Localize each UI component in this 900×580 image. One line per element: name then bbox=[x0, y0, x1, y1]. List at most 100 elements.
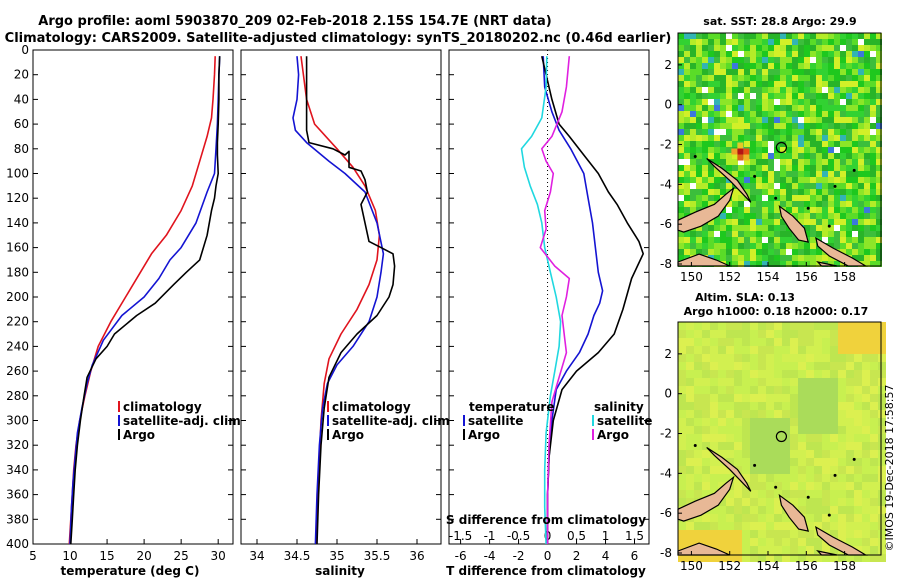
sst-cell bbox=[738, 81, 744, 87]
sla-cell bbox=[734, 442, 742, 450]
series-line-satellite-adj-clim- bbox=[292, 56, 385, 545]
sla-cell bbox=[742, 522, 750, 530]
sst-cell bbox=[822, 213, 828, 219]
sst-cell bbox=[702, 147, 708, 153]
sst-cell bbox=[798, 153, 804, 159]
sla-cell bbox=[846, 554, 854, 562]
sst-cell bbox=[702, 111, 708, 117]
sst-cell bbox=[810, 39, 816, 45]
sst-cell bbox=[864, 105, 870, 111]
sla-cell bbox=[750, 530, 758, 538]
sst-cell bbox=[846, 69, 852, 75]
sst-cell bbox=[702, 99, 708, 105]
sst-cell bbox=[846, 153, 852, 159]
sla-cell bbox=[678, 466, 686, 474]
sla-cell bbox=[790, 346, 798, 354]
sst-cell bbox=[828, 93, 834, 99]
sst-cell bbox=[822, 189, 828, 195]
sst-cell bbox=[702, 33, 708, 39]
sst-cell bbox=[750, 171, 756, 177]
sst-cell bbox=[768, 183, 774, 189]
sst-cell bbox=[858, 129, 864, 135]
sst-cell bbox=[786, 147, 792, 153]
sla-cell bbox=[766, 402, 774, 410]
sst-cell bbox=[720, 81, 726, 87]
sst-cell bbox=[798, 129, 804, 135]
sst-cell bbox=[786, 243, 792, 249]
sst-cell bbox=[786, 171, 792, 177]
sst-cell bbox=[750, 183, 756, 189]
figure-title-line1: Argo profile: aoml 5903870_209 02-Feb-20… bbox=[38, 14, 551, 29]
sst-cell bbox=[876, 159, 882, 165]
sst-cell bbox=[732, 75, 738, 81]
sst-cell bbox=[684, 165, 690, 171]
sst-cell bbox=[768, 147, 774, 153]
sst-cell bbox=[750, 219, 756, 225]
sla-cell bbox=[774, 554, 782, 562]
sst-cell bbox=[846, 57, 852, 63]
sst-cell bbox=[846, 45, 852, 51]
sst-cell bbox=[834, 231, 840, 237]
sla-cell bbox=[878, 530, 886, 538]
sla-cell bbox=[774, 378, 782, 386]
sla-cell bbox=[742, 434, 750, 442]
sla-cell bbox=[806, 402, 814, 410]
sla-cell bbox=[854, 538, 862, 546]
sst-cell bbox=[846, 117, 852, 123]
sst-cell bbox=[870, 141, 876, 147]
sst-cell bbox=[840, 225, 846, 231]
sla-cell bbox=[766, 410, 774, 418]
sla-cell bbox=[790, 522, 798, 530]
sla-cell bbox=[790, 370, 798, 378]
sla-cell bbox=[798, 330, 806, 338]
sst-cell bbox=[744, 249, 750, 255]
sst-cell bbox=[858, 63, 864, 69]
sst-cell bbox=[696, 141, 702, 147]
sla-cell bbox=[830, 506, 838, 514]
sst-cell bbox=[870, 87, 876, 93]
sla-cell bbox=[838, 506, 846, 514]
sla-cell bbox=[774, 506, 782, 514]
sst-cell bbox=[702, 153, 708, 159]
sst-cell bbox=[798, 189, 804, 195]
sla-map-panel: Altim. SLA: 0.13 Argo h1000: 0.18 h2000:… bbox=[660, 291, 886, 573]
sst-cell bbox=[708, 225, 714, 231]
sst-cell bbox=[720, 93, 726, 99]
sst-cell bbox=[804, 189, 810, 195]
sla-cell bbox=[686, 378, 694, 386]
sst-cell bbox=[708, 93, 714, 99]
sst-cell bbox=[834, 33, 840, 39]
sla-cell bbox=[870, 394, 878, 402]
sla-cell bbox=[806, 338, 814, 346]
sst-cell bbox=[864, 33, 870, 39]
sst-cell bbox=[750, 231, 756, 237]
sst-cell bbox=[876, 231, 882, 237]
sst-cell bbox=[756, 231, 762, 237]
sst-cell bbox=[870, 99, 876, 105]
sst-cell bbox=[762, 189, 768, 195]
sst-cell bbox=[852, 99, 858, 105]
sst-cell bbox=[870, 189, 876, 195]
sla-cell bbox=[710, 458, 718, 466]
sst-cell bbox=[780, 51, 786, 57]
sst-cell bbox=[768, 213, 774, 219]
sst-cell bbox=[732, 231, 738, 237]
sst-cell bbox=[774, 207, 780, 213]
sla-cell bbox=[798, 546, 806, 554]
s-tick-label: 1.5 bbox=[625, 529, 644, 543]
sst-cell bbox=[738, 237, 744, 243]
sla-cell bbox=[862, 514, 870, 522]
sst-cell bbox=[852, 87, 858, 93]
sst-cell bbox=[768, 177, 774, 183]
map-y-tick-label: -8 bbox=[660, 257, 672, 271]
sla-cell bbox=[790, 426, 798, 434]
sst-cell bbox=[732, 45, 738, 51]
sst-cell bbox=[780, 195, 786, 201]
sla-cell bbox=[862, 354, 870, 362]
sla-cell bbox=[838, 490, 846, 498]
sla-cell bbox=[678, 410, 686, 418]
sst-cell bbox=[756, 51, 762, 57]
sla-cell bbox=[694, 442, 702, 450]
y-tick-label: 120 bbox=[6, 191, 29, 205]
map-x-tick-label: 154 bbox=[757, 559, 780, 573]
